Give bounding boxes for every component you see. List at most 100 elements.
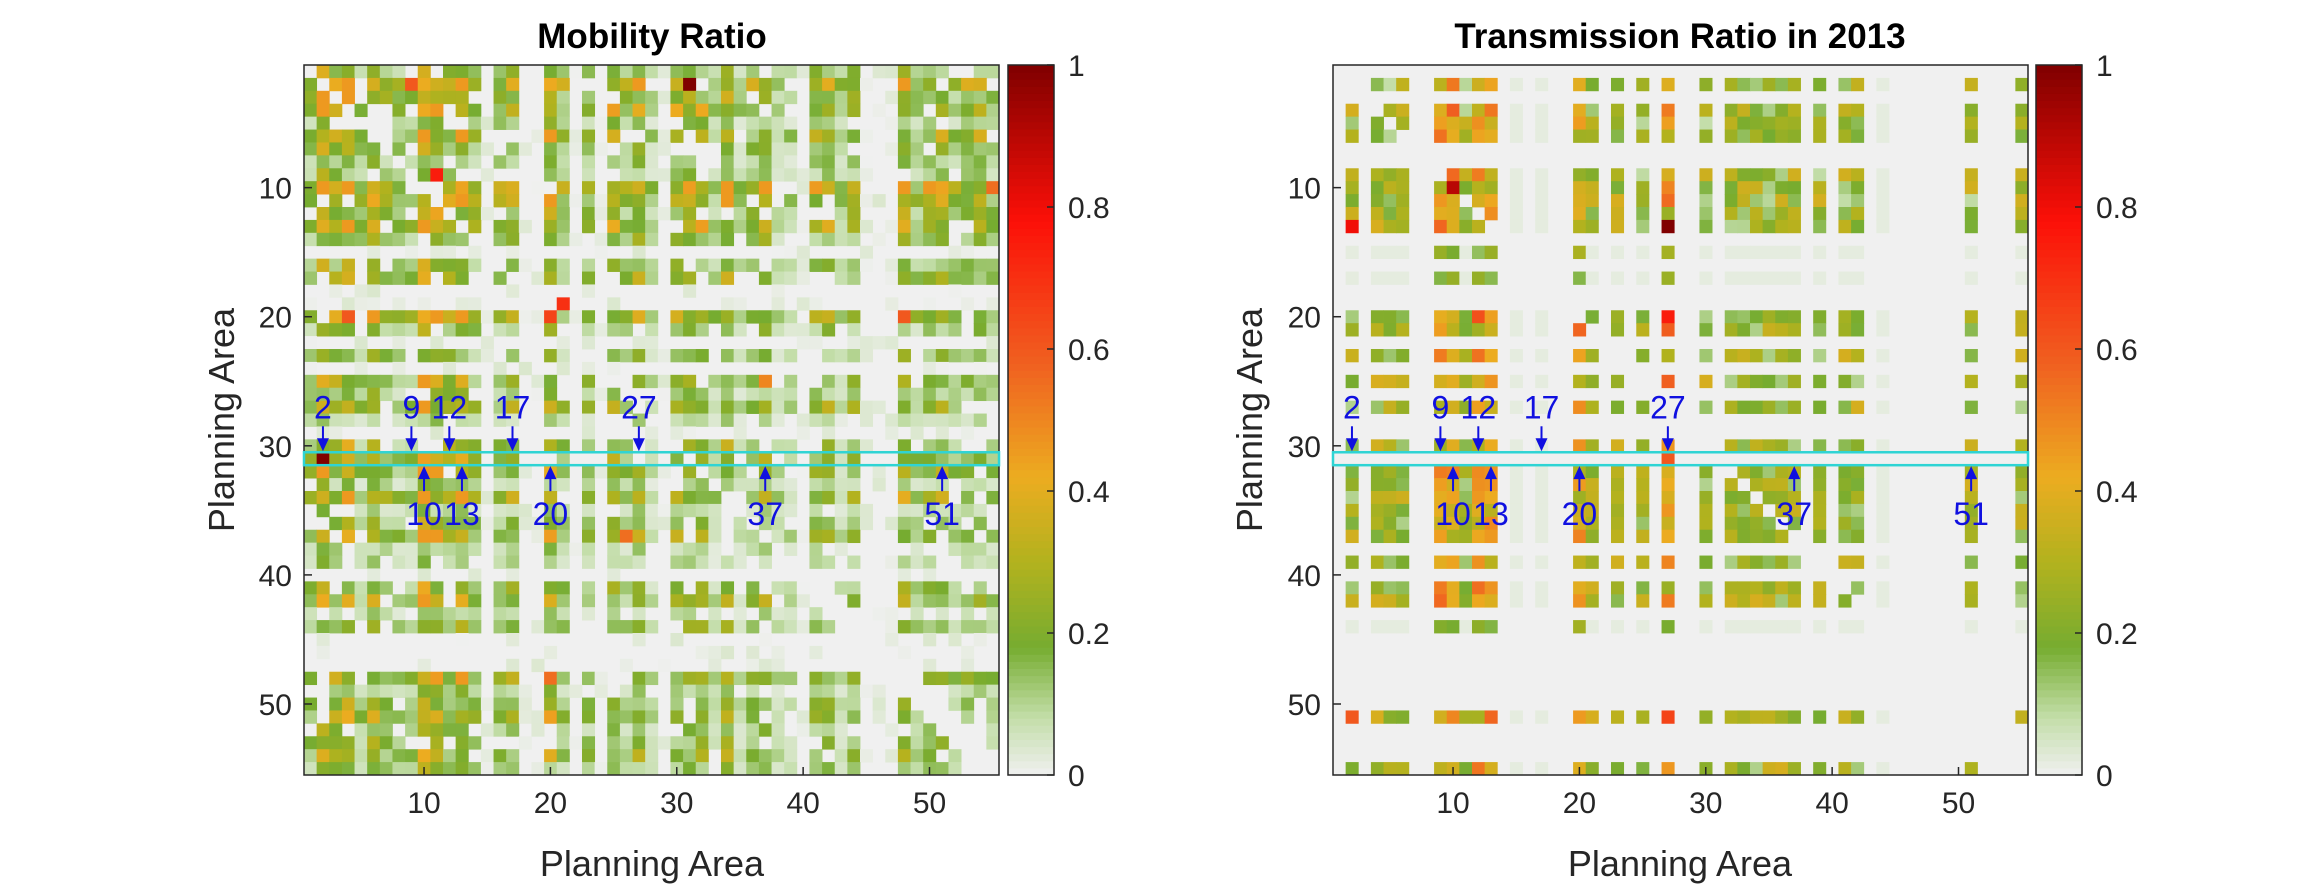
colorbar-segment [2036, 192, 2082, 201]
heatmap-cell [721, 155, 735, 169]
heatmap-cell [645, 349, 659, 363]
heatmap-cell [1964, 439, 1978, 453]
heatmap-cell [872, 710, 886, 724]
heatmap-cell [973, 374, 987, 389]
heatmap-cell [695, 710, 709, 724]
heatmap-cell [1787, 439, 1801, 453]
annotation-label: 20 [1562, 496, 1598, 532]
heatmap-cell [1472, 349, 1486, 363]
colorbar-tick-label: 0.2 [2096, 618, 2138, 651]
colorbar-segment [2036, 441, 2082, 449]
heatmap-cell [771, 658, 785, 673]
heatmap-cell [771, 232, 785, 247]
colorbar-segment [1008, 370, 1054, 378]
colorbar-segment [2036, 767, 2082, 776]
heatmap-cell [746, 181, 760, 195]
heatmap-cell [544, 684, 558, 698]
heatmap-cell [910, 478, 924, 492]
heatmap-cell [430, 155, 444, 169]
heatmap-cell [1750, 323, 1764, 337]
heatmap-cell [506, 620, 520, 634]
heatmap-cell [809, 77, 823, 92]
heatmap-cell [367, 271, 381, 285]
heatmap-cell [379, 736, 393, 750]
heatmap-cell [809, 400, 823, 414]
heatmap-cell [935, 232, 949, 247]
heatmap-cell [1851, 103, 1865, 118]
heatmap-cell [670, 736, 684, 750]
heatmap-cell [619, 310, 633, 324]
heatmap-cell [897, 529, 911, 544]
heatmap-cell [910, 129, 924, 143]
chart-title: Mobility Ratio [537, 17, 766, 56]
heatmap-cell [961, 710, 975, 724]
heatmap-cell [923, 723, 937, 737]
heatmap-cell [872, 194, 886, 208]
heatmap-cell [683, 749, 697, 763]
heatmap-cell [910, 491, 924, 505]
heatmap-cell [316, 387, 330, 402]
heatmap-cell [379, 207, 393, 221]
heatmap-cell [455, 723, 469, 737]
heatmap-cell [1345, 194, 1359, 208]
heatmap-cell [392, 374, 406, 389]
heatmap-cell [973, 594, 987, 608]
heatmap-cell [367, 258, 381, 272]
heatmap-cell [329, 284, 343, 298]
heatmap-cell [1636, 77, 1650, 92]
heatmap-cell [721, 594, 735, 608]
heatmap-cell [1964, 323, 1978, 337]
heatmap-cell [809, 465, 823, 479]
heatmap-cell [1611, 503, 1625, 518]
heatmap-cell [973, 232, 987, 247]
heatmap-cell [443, 516, 457, 531]
heatmap-cell [834, 142, 848, 156]
heatmap-cell [619, 439, 633, 453]
heatmap-cell [645, 529, 659, 544]
heatmap-cell [910, 194, 924, 208]
heatmap-cell [1472, 581, 1486, 595]
heatmap-cell [1750, 762, 1764, 776]
heatmap-cell [860, 413, 874, 427]
annotation-label: 13 [444, 496, 480, 532]
heatmap-cell [607, 555, 621, 569]
heatmap-cell [1484, 555, 1498, 569]
heatmap-cell [582, 710, 596, 724]
heatmap-cell [468, 710, 482, 724]
heatmap-cell [1370, 77, 1384, 92]
heatmap-cell [796, 65, 810, 79]
heatmap-cell [619, 581, 633, 595]
heatmap-cell [758, 349, 772, 363]
heatmap-cell [1876, 400, 1890, 414]
heatmap-cell [430, 671, 444, 686]
heatmap-cell [480, 349, 494, 363]
heatmap-cell [923, 503, 937, 518]
heatmap-cell [1851, 710, 1865, 724]
heatmap-cell [923, 478, 937, 492]
heatmap-cell [392, 620, 406, 634]
heatmap-cell [1611, 620, 1625, 634]
heatmap-cell [544, 142, 558, 156]
colorbar-segment [2036, 611, 2082, 620]
heatmap-cell [784, 594, 798, 608]
annotation-label: 9 [403, 389, 421, 425]
heatmap-cell [379, 491, 393, 505]
heatmap-cell [1370, 374, 1384, 389]
heatmap-cell [582, 142, 596, 156]
heatmap-cell [506, 594, 520, 608]
heatmap-cell [973, 413, 987, 427]
heatmap-cell [1762, 710, 1776, 724]
heatmap-cell [948, 155, 962, 169]
heatmap-cell [683, 284, 697, 298]
heatmap-cell [1484, 620, 1498, 634]
heatmap-cell [746, 142, 760, 156]
heatmap-cell [733, 387, 747, 402]
heatmap-cell [1370, 129, 1384, 143]
heatmap-cell [1724, 710, 1738, 724]
heatmap-cell [379, 232, 393, 247]
heatmap-cell [935, 400, 949, 414]
heatmap-cell [468, 478, 482, 492]
heatmap-cell [721, 736, 735, 750]
heatmap-cell [443, 749, 457, 763]
